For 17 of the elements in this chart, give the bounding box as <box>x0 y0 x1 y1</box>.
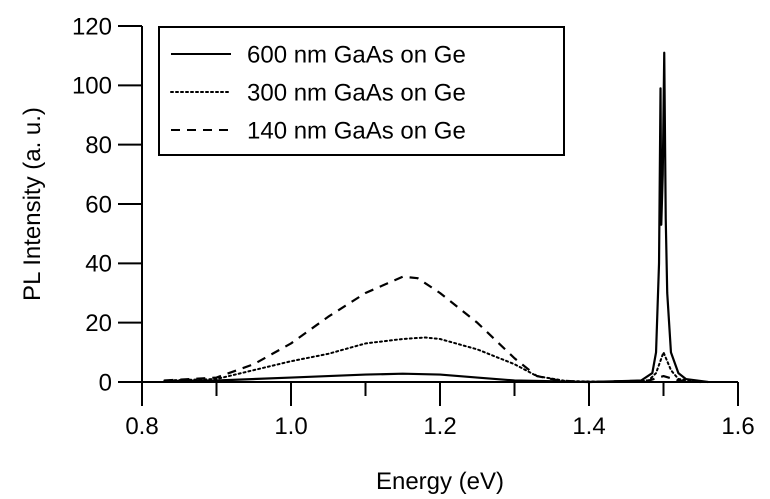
legend-label: 600 nm GaAs on Ge <box>247 41 466 68</box>
y-tick-label: 20 <box>85 310 112 338</box>
y-tick-label: 40 <box>85 250 112 278</box>
y-tick-label: 100 <box>72 72 112 100</box>
x-tick-label: 1.4 <box>572 413 606 440</box>
x-axis-title: Energy (eV) <box>376 468 504 495</box>
text: 1.0 <box>274 413 308 440</box>
y-axis-title: PL Intensity (a. u.) <box>19 107 46 301</box>
legend-label: 140 nm GaAs on Ge <box>247 117 466 144</box>
x-tick-label: 1.2 <box>423 413 457 440</box>
y-tick-label: 0 <box>98 369 112 396</box>
y-tick-label: 120 <box>72 13 112 40</box>
x-tick-label: 0.8 <box>125 413 159 440</box>
legend-label: 300 nm GaAs on Ge <box>247 79 466 106</box>
y-tick-label: 60 <box>85 191 112 218</box>
y-tick-label: 80 <box>85 132 112 160</box>
x-tick-label: 1.6 <box>721 413 755 440</box>
